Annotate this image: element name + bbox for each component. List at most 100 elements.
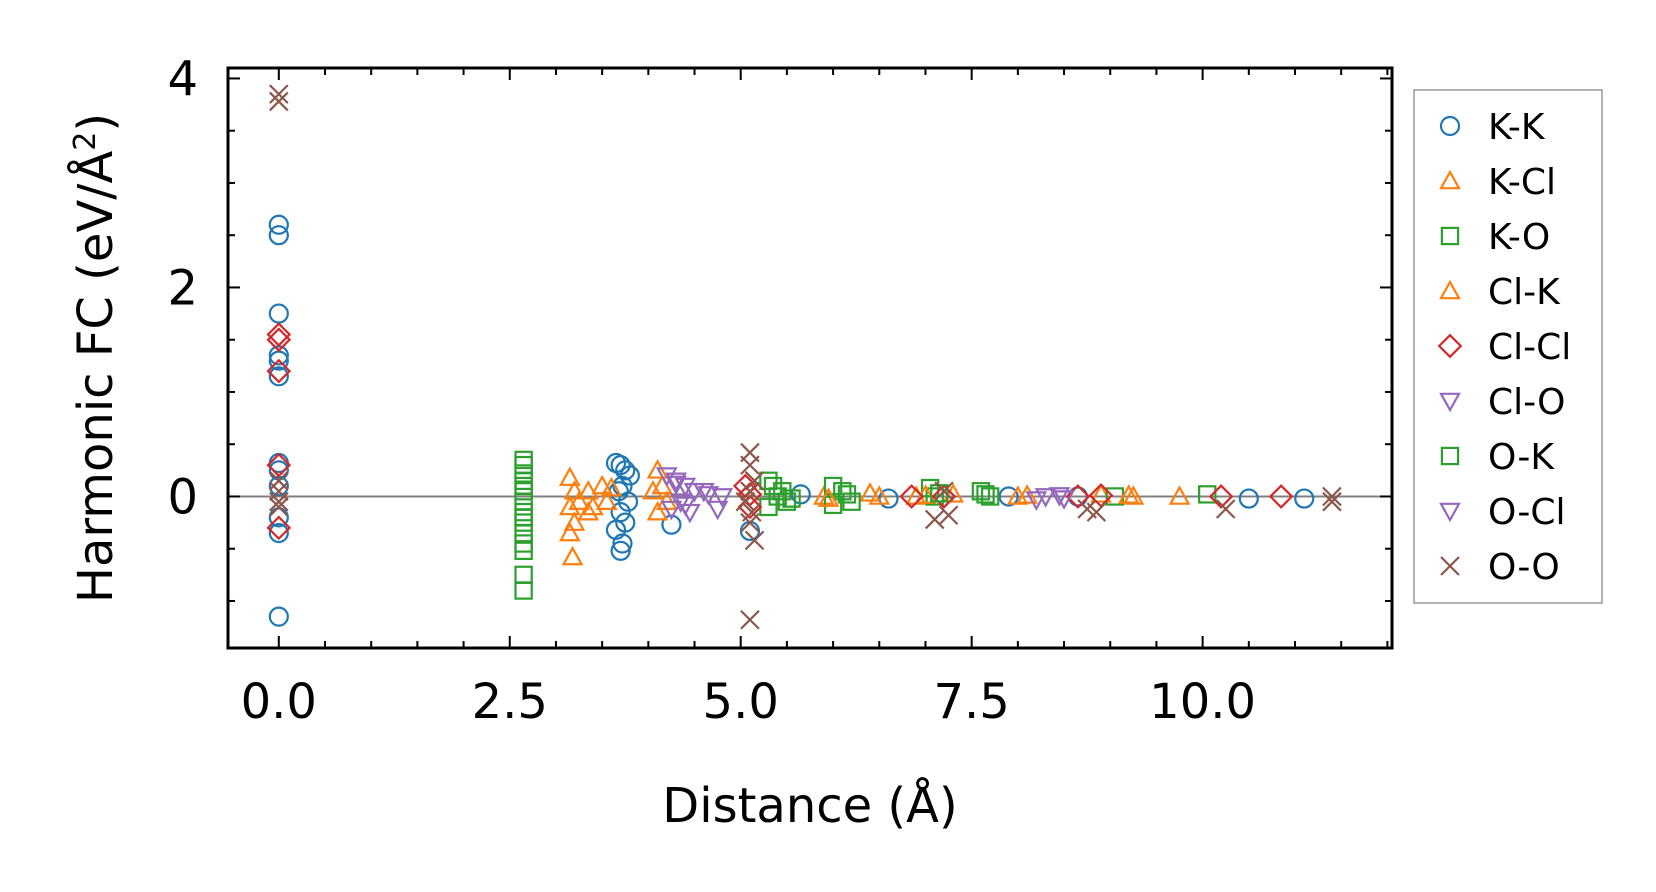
legend-marker (1440, 446, 1460, 466)
data-point (924, 509, 945, 530)
y-axis-title-main: Harmonic FC (eV/Å (67, 151, 124, 604)
data-point (1238, 488, 1259, 509)
data-point (1322, 491, 1342, 512)
data-point (558, 495, 581, 516)
data-point (931, 484, 957, 509)
data-point (744, 471, 765, 491)
series-cl-k (568, 476, 1140, 516)
data-point (514, 541, 533, 561)
data-point (610, 540, 631, 561)
data-point (269, 84, 289, 104)
data-point (514, 508, 533, 527)
data-point (661, 514, 682, 535)
data-point (925, 487, 944, 506)
data-point (1034, 488, 1057, 508)
x-axis-title: Distance (Å) (662, 777, 957, 834)
data-point (938, 505, 959, 526)
data-point (577, 479, 600, 500)
data-point (1065, 484, 1091, 509)
data-point (980, 487, 1000, 506)
data-point (934, 481, 954, 502)
legend-marker (1437, 333, 1463, 359)
data-point (1294, 488, 1315, 509)
legend-marker (1439, 115, 1461, 137)
data-point (615, 460, 636, 481)
data-point (268, 214, 289, 235)
data-point (266, 358, 292, 384)
x-tick-label: 10.0 (1149, 674, 1256, 730)
legend-item-cl-k: Cl-K (1439, 272, 1561, 313)
legend-marker (1440, 226, 1460, 246)
legend-item-cl-cl: Cl-Cl (1437, 327, 1571, 368)
data-point (269, 91, 289, 112)
data-point (837, 485, 857, 504)
legend: K-K K-Cl K-O Cl-K Cl-Cl Cl-O O-K O-Cl O-O (1413, 89, 1603, 604)
data-point (595, 490, 618, 510)
data-point (582, 495, 604, 516)
legend-label: Cl-Cl (1488, 327, 1571, 368)
data-point (868, 485, 891, 505)
axes-frame (226, 66, 1394, 650)
data-point (1016, 484, 1038, 504)
y-tick-label: 0 (167, 469, 198, 525)
legend-item-k-k: K-K (1439, 107, 1546, 148)
data-point (735, 491, 756, 512)
data-point (768, 487, 787, 506)
series-cl-cl (266, 322, 1294, 541)
x-tick-label: 7.5 (933, 674, 1009, 730)
data-point (268, 225, 289, 246)
data-point (266, 452, 292, 478)
data-point (976, 485, 995, 504)
data-point (266, 322, 292, 347)
data-point (646, 500, 669, 521)
data-point (674, 477, 697, 498)
data-point (759, 471, 778, 490)
data-point (514, 581, 533, 600)
data-point (740, 512, 760, 533)
legend-item-k-cl: K-Cl (1439, 162, 1556, 203)
data-point (612, 533, 633, 554)
y-tick-label: 4 (167, 51, 198, 107)
data-point (514, 476, 533, 496)
data-point (692, 482, 715, 503)
data-point (642, 479, 664, 500)
legend-marker (1439, 169, 1461, 190)
data-point (577, 500, 600, 521)
data-point (1086, 502, 1107, 522)
data-point (878, 488, 899, 509)
legend-item-o-o: O-O (1440, 547, 1560, 588)
data-point (1117, 484, 1140, 504)
data-point (782, 489, 801, 508)
data-point (899, 484, 924, 509)
data-point (268, 366, 289, 387)
legend-item-k-o: K-O (1440, 217, 1550, 258)
legend-item-cl-o: Cl-O (1439, 382, 1565, 423)
data-point (711, 488, 734, 508)
data-point (740, 610, 760, 630)
data-point (942, 483, 965, 503)
data-point (1208, 484, 1234, 509)
data-point (759, 497, 778, 517)
legend-label: O-K (1488, 437, 1555, 478)
x-tick-label: 0.0 (241, 674, 317, 730)
legend-item-o-cl: O-Cl (1439, 492, 1565, 533)
legend-label: Cl-O (1488, 382, 1565, 423)
data-point (617, 491, 639, 512)
data-point (1168, 485, 1191, 505)
series-o-cl (665, 475, 1071, 517)
data-point (859, 482, 881, 502)
data-point (998, 486, 1019, 507)
data-point (674, 496, 697, 517)
data-point (269, 491, 289, 512)
plot-area (228, 84, 1392, 630)
data-point (817, 487, 840, 507)
data-point (266, 515, 292, 541)
y-axis-title-superscript: 2 (68, 132, 103, 151)
legend-marker (1440, 556, 1460, 576)
data-point (558, 521, 581, 542)
data-point (697, 486, 720, 506)
legend-label: O-Cl (1488, 492, 1565, 533)
data-point (971, 482, 991, 501)
data-point (833, 482, 852, 501)
